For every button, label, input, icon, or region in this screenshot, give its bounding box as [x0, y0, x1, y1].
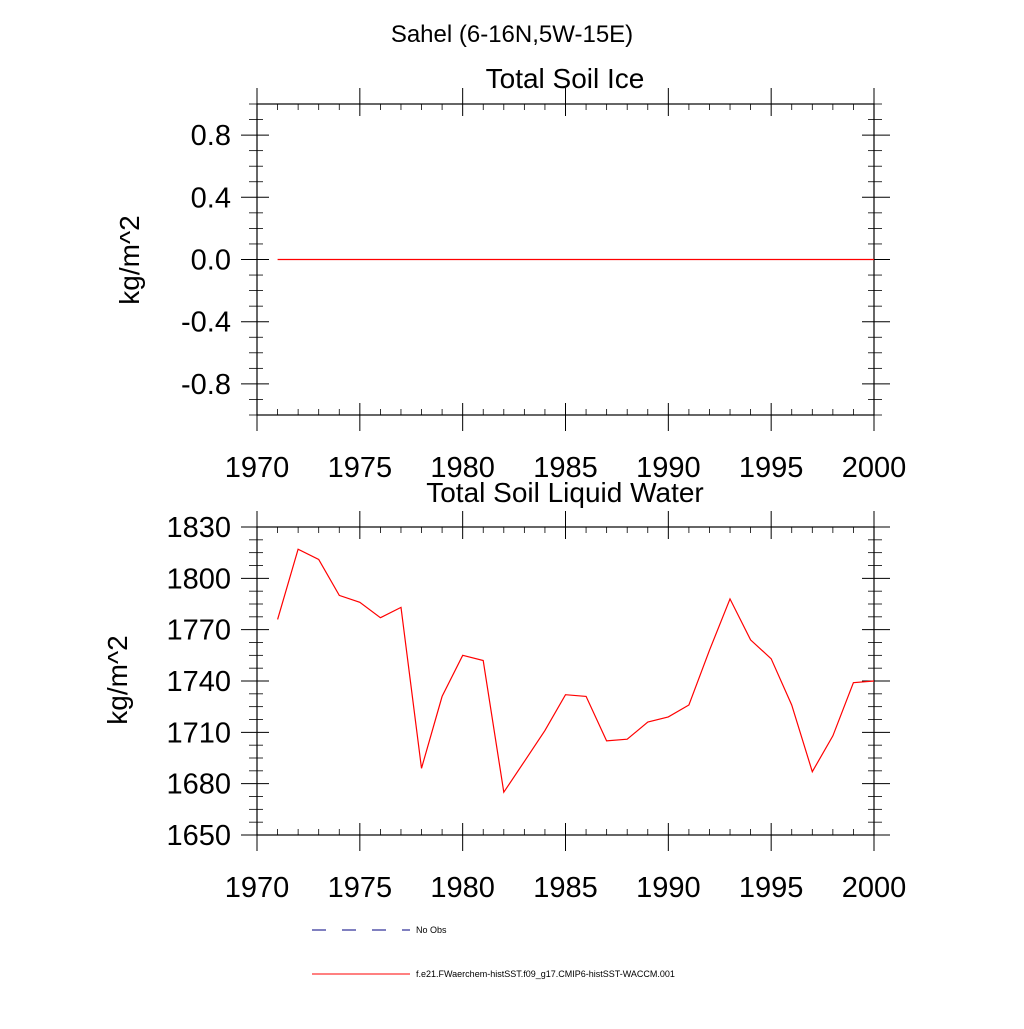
y-tick-label: 1770 — [166, 615, 231, 647]
x-tick-label: 1985 — [533, 872, 598, 904]
x-tick-label: 1990 — [636, 872, 701, 904]
y-tick-label: 1680 — [166, 769, 231, 801]
y-tick-label: 0.4 — [191, 182, 231, 214]
x-tick-label: 1970 — [225, 872, 290, 904]
x-tick-label: 1975 — [328, 872, 393, 904]
x-tick-label: 1980 — [430, 452, 495, 484]
legend: No Obs f.e21.FWaerchem-histSST.f09_g17.C… — [312, 925, 675, 979]
legend-entry-model-run: f.e21.FWaerchem-histSST.f09_g17.CMIP6-hi… — [312, 969, 675, 979]
x-tick-label: 1995 — [739, 872, 804, 904]
y-tick-label: 1830 — [166, 512, 231, 544]
axis-ticks — [241, 88, 890, 431]
y-tick-label: 0.8 — [191, 120, 231, 152]
legend-label: f.e21.FWaerchem-histSST.f09_g17.CMIP6-hi… — [416, 969, 675, 979]
tick-labels: 1970 1975 1980 1985 1990 1995 2000 -0.8 -0.4 0.0 0… — [181, 120, 906, 484]
y-tick-label: 0.0 — [191, 245, 231, 277]
y-tick-label: 1740 — [166, 666, 231, 698]
x-tick-label: 1970 — [225, 452, 290, 484]
x-tick-label: 1995 — [739, 452, 804, 484]
y-axis-label: kg/m^2 — [114, 215, 145, 304]
x-tick-label: 2000 — [842, 872, 907, 904]
axis-ticks — [241, 511, 890, 851]
legend-entry-no-obs: No Obs — [312, 925, 447, 935]
y-axis-label: kg/m^2 — [102, 635, 133, 724]
figure-suptitle: Sahel (6-16N,5W-15E) — [391, 21, 633, 48]
series-line — [277, 548, 875, 794]
y-tick-label: 1650 — [166, 820, 231, 852]
tick-labels: 1970 1975 1980 1985 1990 1995 2000 1650 1680 1710… — [166, 512, 906, 904]
y-tick-label: 1800 — [166, 563, 231, 595]
y-tick-label: 1710 — [166, 717, 231, 749]
panel-total-soil-ice: Total Soil Ice kg/m^2 1970 1975 1980 1985 19… — [114, 63, 906, 484]
series-group — [277, 548, 875, 794]
x-tick-label: 1990 — [636, 452, 701, 484]
y-tick-label: -0.4 — [181, 307, 231, 339]
panel-total-soil-liquid-water: Total Soil Liquid Water kg/m^2 1970 1975 1… — [102, 477, 906, 904]
x-tick-label: 1980 — [430, 872, 495, 904]
panel-title: Total Soil Liquid Water — [426, 477, 704, 508]
legend-label: No Obs — [416, 925, 447, 935]
x-tick-label: 1975 — [328, 452, 393, 484]
x-tick-label: 2000 — [842, 452, 907, 484]
y-tick-label: -0.8 — [181, 369, 231, 401]
x-tick-label: 1985 — [533, 452, 598, 484]
